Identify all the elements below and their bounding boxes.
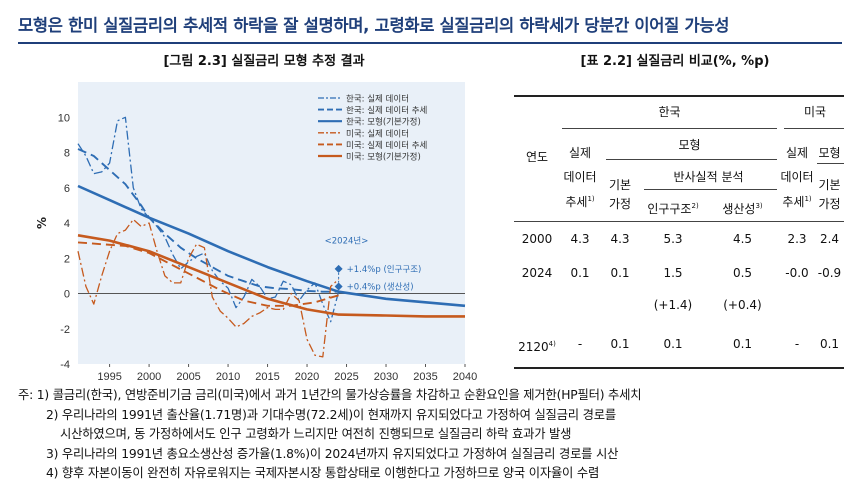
x-tick-label: 2015 <box>255 371 279 383</box>
korea-group-rule <box>562 128 777 129</box>
row-2024-us-actual: -0.0 <box>785 266 809 280</box>
y-tick-label: 2 <box>64 253 70 265</box>
legend-label-4: 미국: 실제 데이터 <box>346 128 409 139</box>
row-2120-us-base: 0.1 <box>819 337 840 351</box>
kr-model-rule <box>606 159 777 160</box>
y-tick-label: 6 <box>64 183 70 195</box>
page-headline: 모형은 한미 실질금리의 추세적 하락을 잘 설명하며, 고령화로 실질금리의 … <box>18 16 730 35</box>
row-2120-year: 21204) <box>518 340 556 354</box>
x-tick-label: 2040 <box>453 371 477 383</box>
row-2000-us-base: 2.4 <box>819 232 840 246</box>
table-header-rule <box>514 221 844 222</box>
header-kr-counterfactual: 반사실적 분석 <box>673 170 744 184</box>
legend-label-1: 한국: 실제 데이터 <box>346 94 409 105</box>
y-axis-label: % <box>35 217 49 229</box>
header-us-actual-2: 데이터 <box>780 170 814 184</box>
table-top-rule <box>514 95 844 97</box>
footnote-4: 4) 향후 자본이동이 완전히 자유로워지는 국제자본시장 통합상태로 이행한다… <box>46 466 600 480</box>
row-2024-kr-actual: 0.1 <box>570 266 590 280</box>
row-2120-kr-actual: - <box>577 337 583 351</box>
row-2024-kr-demo: 1.5 <box>663 266 683 280</box>
header-kr-base-1: 기본 <box>608 178 632 192</box>
x-tick-label: 2020 <box>295 371 319 383</box>
footnote-1: 주: 1) 콜금리(한국), 연방준비기금 금리(미국)에서 과거 1년간의 물… <box>18 388 642 402</box>
row-2120-us-actual: - <box>794 337 800 351</box>
row-2120-kr-demo: 0.1 <box>663 337 683 351</box>
y-tick-label: 4 <box>64 218 70 230</box>
x-tick-label: 2005 <box>176 371 200 383</box>
annotation-header: <2024년> <box>325 236 369 247</box>
header-us-model: 모형 <box>818 146 841 160</box>
x-tick-label: 2030 <box>374 371 398 383</box>
header-korea: 한국 <box>658 105 681 119</box>
row-2024-us-base: -0.9 <box>817 266 842 280</box>
table-title: [표 2.2] 실질금리 비교(%, %p) <box>580 54 770 69</box>
footnote-2: 2) 우리나라의 1991년 출산율(1.71명)과 기대수명(72.2세)이 … <box>46 407 616 422</box>
header-kr-productivity: 생산성3) <box>722 202 763 216</box>
row-2000-kr-prod: 4.5 <box>732 232 753 246</box>
legend-label-6: 미국: 모형(기본가정) <box>346 152 421 163</box>
header-kr-actual-3: 추세1) <box>565 195 595 209</box>
header-us-base-2: 가정 <box>818 197 841 211</box>
y-tick-label: 0 <box>64 289 70 301</box>
table-bottom-rule <box>514 367 844 369</box>
legend-label-3: 한국: 모형(기본가정) <box>346 117 421 128</box>
annotation-marker-1 <box>334 264 343 273</box>
row-2024-kr-base: 0.1 <box>610 266 630 280</box>
row-2000-kr-base: 4.3 <box>610 232 630 246</box>
y-tick-label: -4 <box>60 359 70 371</box>
row-2000-kr-demo: 5.3 <box>663 232 683 246</box>
x-tick-label: 2035 <box>413 371 437 383</box>
header-kr-actual-1: 실제 <box>568 146 592 160</box>
annotation-marker-2 <box>334 282 343 291</box>
annotation-label-2: +0.4%p (생산성) <box>347 281 414 292</box>
y-tick-label: 10 <box>58 112 70 124</box>
series-line-2 <box>77 148 339 293</box>
kr-cf-rule <box>644 189 777 190</box>
header-kr-actual-2: 데이터 <box>563 170 597 184</box>
footnote-3: 3) 우리나라의 1991년 총요소생산성 증가율(1.8%)이 2024년까지… <box>46 446 619 461</box>
annotation-label-1: +1.4%p (인구구조) <box>347 264 422 275</box>
header-us-actual-1: 실제 <box>785 146 809 160</box>
footnote-2-cont: 시산하였으며, 동 가정하에서도 인구 고령화가 느리지만 여전히 진행되므로 … <box>60 427 572 441</box>
header-us: 미국 <box>803 105 827 119</box>
header-year: 연도 <box>525 150 549 164</box>
y-tick-label: 8 <box>64 148 70 160</box>
row-2000-kr-actual: 4.3 <box>570 232 590 246</box>
series-line-6 <box>77 234 465 318</box>
header-us-base-1: 기본 <box>818 178 841 192</box>
series-line-3 <box>77 184 466 308</box>
headline-rule <box>18 42 842 44</box>
legend-label-5: 미국: 실제 데이터 추세 <box>346 140 427 151</box>
figure-title: [그림 2.3] 실질금리 모형 추정 결과 <box>163 54 365 69</box>
footnotes: 주: 1) 콜금리(한국), 연방준비기금 금리(미국)에서 과거 1년간의 물… <box>18 386 642 484</box>
header-us-actual-3: 추세1) <box>782 195 812 209</box>
header-kr-base-2: 가정 <box>608 197 632 211</box>
row-2024-demo-diff: (+1.4) <box>653 298 693 312</box>
x-tick-label: 1995 <box>97 371 121 383</box>
series-line-1 <box>77 116 340 323</box>
real-rate-chart: -4 -2 0 2 4 6 8 10 1995 2000 2005 2010 2015 2020 2025 2… <box>35 82 477 383</box>
y-tick-label: -2 <box>60 324 70 336</box>
row-2024-kr-prod: 0.5 <box>732 266 753 280</box>
row-2000-year: 2000 <box>521 232 553 246</box>
row-2120-kr-prod: 0.1 <box>732 337 753 351</box>
x-tick-label: 2010 <box>216 371 240 383</box>
legend-label-2: 한국: 실제 데이터 추세 <box>346 105 427 116</box>
row-2000-us-actual: 2.3 <box>787 232 807 246</box>
series-line-4 <box>77 218 340 358</box>
x-tick-label: 2025 <box>334 371 358 383</box>
row-2024-year: 2024 <box>521 266 553 280</box>
row-2120-kr-base: 0.1 <box>610 337 630 351</box>
us-model-rule <box>817 163 844 164</box>
row-2024-prod-diff: (+0.4) <box>723 298 762 312</box>
header-kr-model: 모형 <box>678 138 701 152</box>
header-kr-demographic: 인구구조2) <box>647 202 699 216</box>
us-group-rule <box>784 128 844 129</box>
x-tick-label: 2000 <box>137 371 161 383</box>
